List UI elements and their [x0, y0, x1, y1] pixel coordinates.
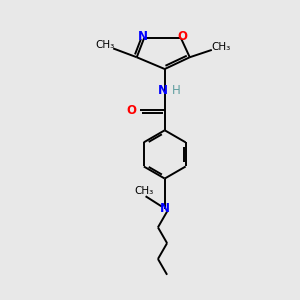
Text: N: N	[138, 29, 148, 43]
Text: O: O	[127, 104, 136, 117]
Text: H: H	[172, 84, 180, 97]
Text: CH₃: CH₃	[95, 40, 115, 50]
Text: CH₃: CH₃	[134, 186, 154, 196]
Text: N: N	[160, 202, 170, 215]
Text: CH₃: CH₃	[212, 42, 231, 52]
Text: O: O	[177, 29, 188, 43]
Text: N: N	[158, 84, 168, 97]
